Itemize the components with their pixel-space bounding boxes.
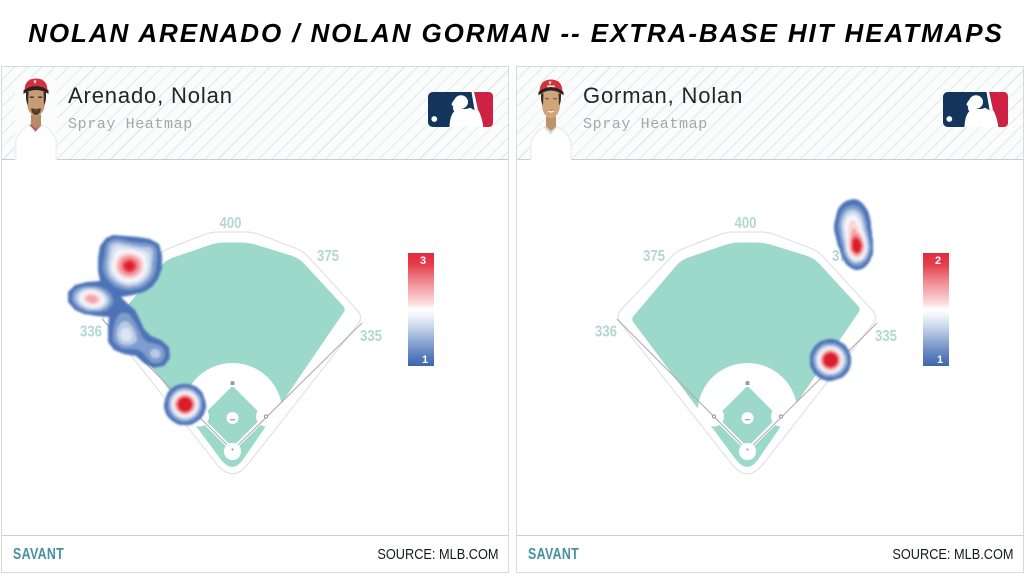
svg-text:3: 3 [420, 255, 426, 267]
svg-text:336: 336 [80, 324, 102, 341]
svg-text:336: 336 [595, 324, 617, 341]
svg-text:335: 335 [875, 328, 897, 345]
svg-text:1: 1 [422, 354, 428, 366]
svg-text:375: 375 [643, 248, 665, 265]
svg-text:1: 1 [937, 354, 943, 366]
svg-text:400: 400 [735, 215, 757, 232]
svg-text:375: 375 [317, 248, 339, 265]
svg-text:335: 335 [360, 328, 382, 345]
svg-text:2: 2 [935, 255, 941, 267]
svg-text:400: 400 [220, 215, 242, 232]
